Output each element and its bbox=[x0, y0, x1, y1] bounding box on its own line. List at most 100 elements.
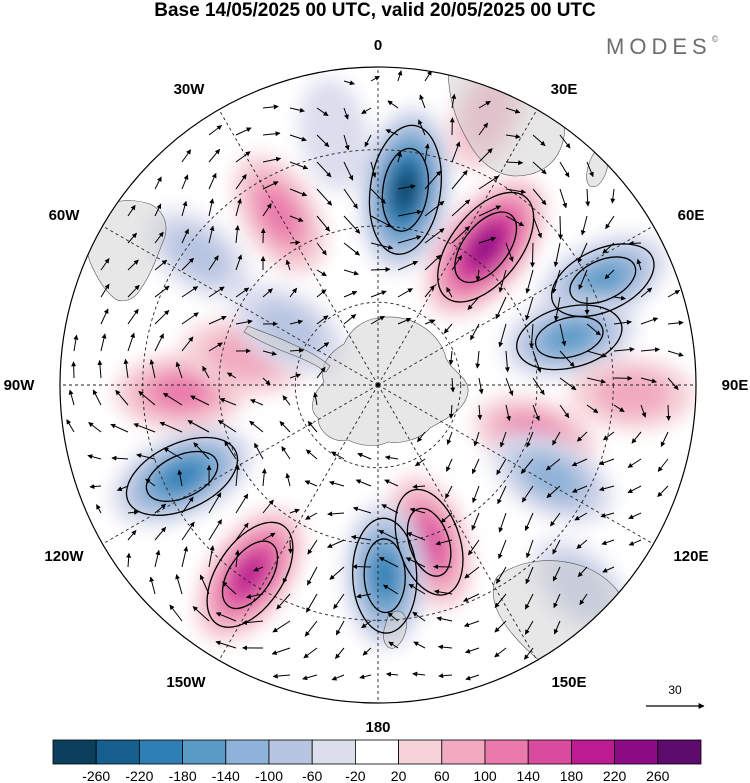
wind-vector bbox=[578, 269, 588, 290]
wind-vector bbox=[529, 323, 535, 349]
colorbar-swatch bbox=[657, 739, 702, 765]
wind-vector bbox=[355, 479, 372, 487]
wind-vector bbox=[335, 647, 345, 659]
wind-vector bbox=[613, 295, 626, 301]
wind-vector bbox=[88, 422, 102, 433]
wind-vector bbox=[600, 512, 615, 518]
wind-vector bbox=[412, 611, 426, 622]
wind-vector bbox=[553, 296, 561, 322]
wind-vector bbox=[498, 269, 507, 293]
wind-vector bbox=[473, 431, 480, 447]
wind-vector bbox=[504, 350, 510, 373]
anomaly-contour bbox=[221, 540, 279, 610]
wind-vector bbox=[181, 312, 199, 325]
wind-vector bbox=[424, 143, 430, 163]
wind-vector bbox=[577, 566, 588, 578]
wind-vector bbox=[343, 188, 358, 209]
wind-vector bbox=[378, 556, 399, 568]
wind-vector bbox=[613, 319, 632, 325]
wind-vector bbox=[187, 420, 210, 433]
wind-vector bbox=[222, 581, 237, 595]
wind-vector bbox=[370, 215, 393, 228]
wind-vector bbox=[316, 134, 330, 148]
wind-vector bbox=[343, 107, 349, 120]
colorbar-swatch bbox=[95, 739, 140, 765]
colorbar-tick-label: -180 bbox=[169, 768, 197, 783]
wind-vector bbox=[397, 235, 422, 244]
lon-label-30e: 30E bbox=[551, 81, 578, 98]
colorbar-swatch bbox=[268, 739, 313, 765]
wind-vector bbox=[285, 472, 291, 487]
wind-vector bbox=[660, 431, 669, 448]
wind-vector bbox=[499, 431, 507, 448]
lon-label-90e: 90E bbox=[722, 377, 749, 394]
lon-label-150w: 150W bbox=[166, 674, 206, 691]
wind-vector bbox=[636, 258, 642, 271]
wind-vector bbox=[397, 151, 402, 163]
wind-vector bbox=[364, 134, 372, 148]
wind-vector bbox=[657, 458, 669, 472]
map-disk bbox=[60, 67, 696, 703]
wind-vector bbox=[235, 198, 242, 217]
wind-vector bbox=[412, 484, 426, 490]
wind-vector bbox=[192, 606, 210, 622]
wind-vector bbox=[577, 242, 588, 264]
wind-vector bbox=[370, 188, 386, 204]
reference-vector: 30 bbox=[646, 683, 705, 709]
wind-vector bbox=[316, 289, 327, 298]
colorbar-swatch bbox=[138, 739, 183, 765]
wind-vector bbox=[145, 478, 156, 487]
wind-vector bbox=[127, 332, 135, 352]
colorbar-tick-label: -260 bbox=[82, 768, 110, 783]
wind-vector bbox=[450, 377, 456, 393]
wind-vector bbox=[289, 134, 307, 142]
lon-label-120w: 120W bbox=[44, 548, 84, 565]
wind-vector bbox=[438, 673, 453, 679]
lon-label-120e: 120E bbox=[673, 548, 708, 565]
wind-vector bbox=[602, 242, 615, 254]
wind-vector bbox=[199, 574, 210, 595]
wind-vector bbox=[316, 342, 330, 352]
wind-vector bbox=[279, 421, 291, 433]
lon-label-180: 180 bbox=[365, 719, 390, 736]
wind-vector bbox=[505, 107, 521, 114]
wind-vector bbox=[585, 188, 591, 207]
wind-vector bbox=[424, 70, 432, 82]
wind-vector bbox=[532, 188, 547, 206]
wind-vector bbox=[343, 314, 357, 325]
anomaly-contours bbox=[125, 124, 655, 634]
wind-vector bbox=[313, 392, 318, 406]
wind-vector bbox=[640, 347, 660, 353]
wind-vector bbox=[289, 107, 305, 113]
wind-vector bbox=[127, 284, 140, 298]
colorbar-tick-label: -100 bbox=[255, 768, 283, 783]
wind-vector bbox=[381, 504, 399, 514]
wind-vector bbox=[436, 616, 453, 622]
wind-vector bbox=[465, 647, 480, 654]
wind-vector bbox=[409, 507, 426, 514]
wind-vector bbox=[217, 419, 237, 433]
wind-vector bbox=[127, 232, 137, 244]
anomaly-contour bbox=[569, 256, 637, 305]
anomaly-contour bbox=[352, 517, 418, 634]
wind-vector bbox=[190, 395, 210, 406]
wind-vector bbox=[524, 593, 534, 610]
wind-vector bbox=[73, 334, 79, 352]
wind-vector bbox=[262, 156, 282, 163]
wind-vector bbox=[605, 215, 615, 230]
wind-vector bbox=[478, 175, 500, 190]
wind-vector bbox=[627, 485, 642, 494]
wind-vector bbox=[181, 257, 194, 271]
wind-vector bbox=[262, 532, 276, 541]
wind-vector bbox=[448, 350, 454, 366]
anomaly-contour bbox=[206, 521, 294, 628]
wind-vector bbox=[586, 161, 594, 178]
wind-vector bbox=[361, 107, 372, 115]
wind-vector bbox=[235, 151, 251, 163]
wind-vector bbox=[559, 377, 577, 391]
wind-vector bbox=[451, 255, 463, 271]
wind-vector bbox=[576, 431, 588, 442]
wind-vector bbox=[505, 404, 511, 422]
reference-vector-label: 30 bbox=[668, 683, 682, 697]
colorbar-swatch bbox=[311, 739, 356, 765]
